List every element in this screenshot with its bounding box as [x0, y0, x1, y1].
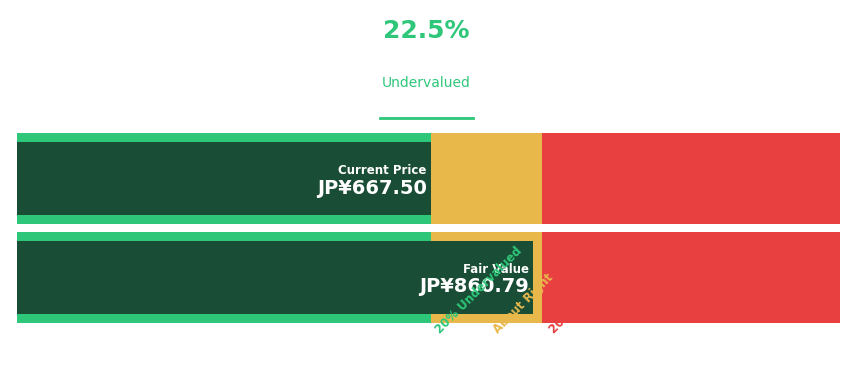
Bar — [17, 133, 839, 224]
Text: 20% Overvalued: 20% Overvalued — [546, 250, 631, 336]
Text: 22.5%: 22.5% — [383, 19, 469, 43]
Bar — [542, 133, 839, 224]
Text: Undervalued: Undervalued — [382, 76, 470, 90]
Text: Fair Value: Fair Value — [463, 263, 528, 276]
Text: Current Price: Current Price — [338, 164, 426, 177]
Bar — [430, 232, 542, 323]
Bar — [17, 232, 839, 323]
Bar — [430, 133, 542, 224]
Bar — [17, 241, 532, 314]
Bar — [17, 142, 430, 215]
Text: About Right: About Right — [491, 271, 556, 336]
Text: 20% Undervalued: 20% Undervalued — [432, 244, 524, 336]
Text: JP¥667.50: JP¥667.50 — [317, 179, 426, 198]
Bar — [542, 232, 839, 323]
Text: JP¥860.79: JP¥860.79 — [418, 277, 528, 296]
